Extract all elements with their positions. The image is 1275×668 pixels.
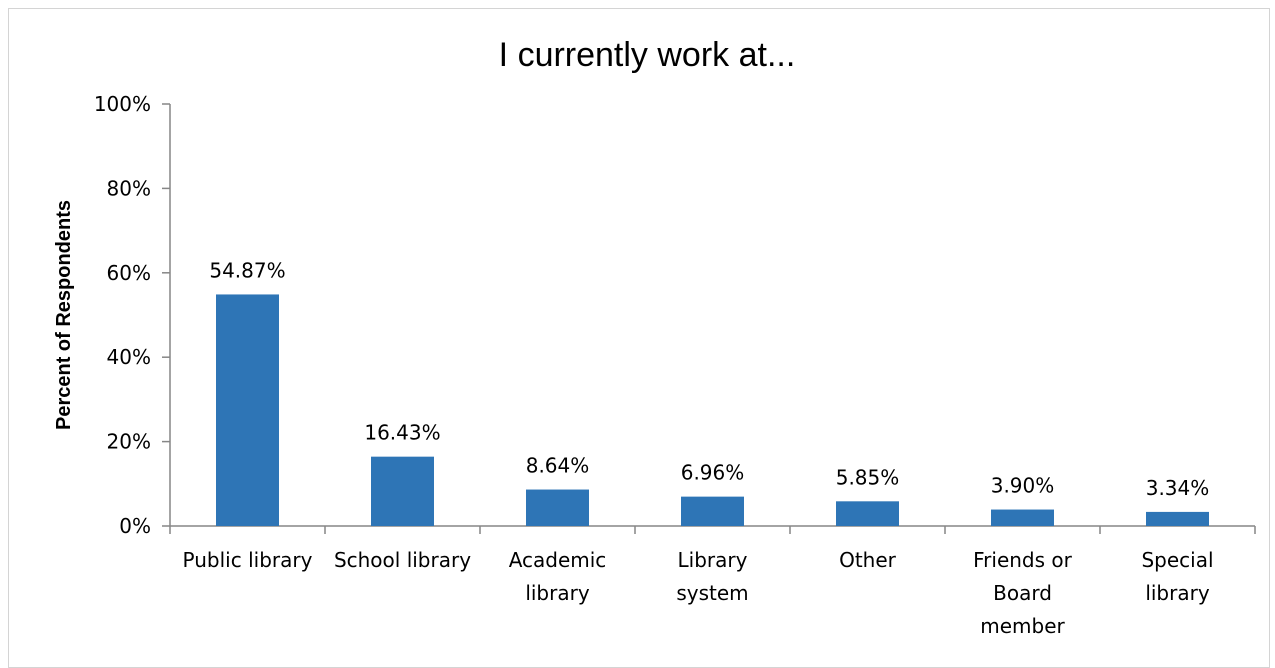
- data-label: 3.34%: [1146, 476, 1210, 500]
- labels: 0% 20% 40% 60% 80% 100% 54.87% Public library 16…: [94, 92, 1214, 638]
- data-label: 3.90%: [991, 474, 1055, 498]
- bar-chart: I currently work at... Percent of Respon…: [53, 36, 1256, 638]
- data-label: 54.87%: [209, 258, 285, 282]
- bar: [1146, 511, 1209, 526]
- x-category-label: School library: [334, 548, 471, 572]
- bars: [216, 294, 1209, 526]
- y-axis-label: Percent of Respondents: [53, 200, 75, 430]
- y-tick-label: 80%: [107, 176, 151, 200]
- data-label: 16.43%: [364, 421, 440, 445]
- bar: [681, 496, 744, 526]
- x-category-label: Public library: [183, 548, 313, 572]
- data-label: 5.85%: [836, 465, 900, 489]
- y-tick-label: 20%: [107, 430, 151, 454]
- data-label: 8.64%: [526, 454, 590, 478]
- x-category-label: Academic library: [509, 548, 607, 605]
- bar: [371, 456, 434, 526]
- x-category-label: Other: [839, 548, 897, 572]
- bar: [526, 489, 589, 526]
- x-category-label: Library system: [676, 548, 748, 605]
- data-label: 6.96%: [681, 461, 745, 485]
- y-tick-label: 60%: [107, 261, 151, 285]
- y-tick-label: 100%: [94, 92, 151, 116]
- bar: [216, 294, 279, 526]
- x-category-label: Special library: [1141, 548, 1213, 605]
- chart-title: I currently work at...: [499, 36, 796, 74]
- y-tick-label: 0%: [119, 514, 151, 538]
- bar: [991, 509, 1054, 526]
- x-category-label: Friends or Board member: [973, 548, 1073, 638]
- bar: [836, 501, 899, 526]
- y-tick-label: 40%: [107, 345, 151, 369]
